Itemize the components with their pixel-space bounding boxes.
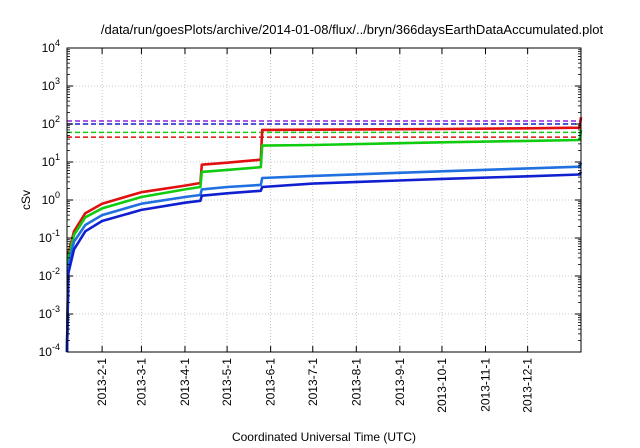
x-tick-label: 2013-3-1 — [134, 358, 148, 406]
x-axis-label: Coordinated Universal Time (UTC) — [232, 430, 416, 444]
x-tick-label: 2013-8-1 — [349, 358, 363, 406]
y-tick-label: 10-4 — [39, 342, 60, 359]
x-tick-label: 2013-6-1 — [264, 358, 278, 406]
plot-frame — [66, 47, 582, 353]
y-tick-label: 10-3 — [39, 304, 60, 321]
x-axis-ticks: 2013-2-1 2013-3-1 2013-4-1 2013-5-1 2013-6-1… — [95, 48, 535, 413]
y-tick-label: 104 — [42, 38, 60, 55]
x-tick-label: 2013-10-1 — [435, 358, 449, 413]
x-tick-label: 2013-4-1 — [178, 358, 192, 406]
y-axis-ticks: 10-4 10-3 10-2 10-1 100 101 102 103 104 — [39, 38, 581, 359]
series-line — [65, 171, 583, 353]
x-tick-label: 2013-5-1 — [220, 358, 234, 406]
y-tick-label: 103 — [42, 76, 60, 93]
series-line — [65, 162, 583, 353]
y-tick-label: 10-2 — [39, 266, 60, 283]
y-tick-label: 100 — [42, 190, 60, 207]
series-line — [65, 117, 583, 353]
x-tick-label: 2013-12-1 — [521, 358, 535, 413]
series-lines — [65, 117, 583, 353]
y-axis-label: cSv — [19, 190, 33, 210]
x-tick-label: 2013-9-1 — [393, 358, 407, 406]
series-line — [65, 129, 583, 353]
grid — [67, 48, 581, 352]
x-tick-label: 2013-11-1 — [479, 358, 493, 412]
reference-lines — [67, 120, 581, 138]
y-tick-label: 101 — [42, 152, 60, 169]
x-tick-label: 2013-7-1 — [306, 358, 320, 406]
y-tick-label: 10-1 — [39, 228, 60, 245]
x-tick-label: 2013-2-1 — [95, 358, 109, 406]
y-tick-label: 102 — [42, 114, 60, 131]
chart-title: /data/run/goesPlots/archive/2014-01-08/f… — [101, 22, 604, 37]
